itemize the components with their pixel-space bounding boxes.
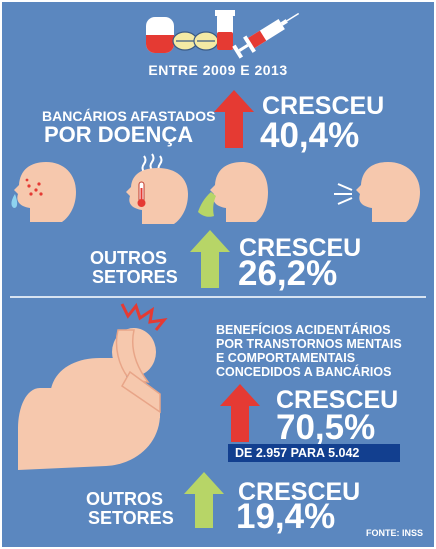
- mental-label-line1: BENEFÍCIOS ACIDENTÁRIOS: [216, 323, 391, 337]
- sick-leave-label-line1: BANCÁRIOS AFASTADOS: [42, 108, 216, 124]
- up-arrow-icon: [184, 472, 224, 528]
- coughing-head-icon: [334, 162, 420, 222]
- vomiting-head-icon: [198, 162, 268, 222]
- up-arrow-icon: [190, 230, 230, 288]
- others-sick-value: 26,2%: [238, 254, 338, 293]
- bank-mental-value: 70,5%: [276, 408, 376, 447]
- others-sick-status: CRESCEU: [239, 234, 362, 262]
- source-credit: FONTE: INSS: [366, 528, 424, 538]
- syringe-icon: [232, 12, 300, 59]
- sneezing-head-icon: [11, 162, 76, 222]
- others-mental-label-line2: SETORES: [88, 508, 174, 528]
- vial-icon: [215, 10, 235, 50]
- up-arrow-icon: [214, 90, 254, 148]
- mental-label-line4: CONCEDIDOS A BANCÁRIOS: [216, 365, 392, 379]
- mental-label-line2: POR TRANSTORNOS MENTAIS: [216, 337, 402, 351]
- fever-head-icon: [126, 153, 188, 224]
- stressed-person-icon: [18, 302, 168, 470]
- period-label: ENTRE 2009 E 2013: [148, 62, 288, 78]
- mental-label-line3: E COMPORTAMENTAIS: [216, 351, 356, 365]
- others-mental-status: CRESCEU: [238, 478, 361, 506]
- bank-mental-detail: DE 2.957 PARA 5.042: [235, 446, 360, 460]
- up-arrow-icon: [220, 384, 260, 442]
- section-divider: [10, 296, 426, 298]
- others-sick-label-line1: OUTROS: [90, 248, 168, 268]
- bank-sick-value: 40,4%: [260, 116, 360, 155]
- others-mental-label-line1: OUTROS: [86, 489, 164, 509]
- pill-icon: [146, 17, 174, 53]
- others-sick-label-line2: SETORES: [92, 267, 178, 287]
- detail-box: [228, 444, 400, 462]
- tablets-icon: [172, 31, 219, 51]
- bank-mental-status: CRESCEU: [276, 386, 399, 414]
- others-mental-value: 19,4%: [236, 497, 336, 536]
- sick-leave-label-line2: POR DOENÇA: [44, 122, 194, 147]
- bank-sick-status: CRESCEU: [262, 92, 385, 120]
